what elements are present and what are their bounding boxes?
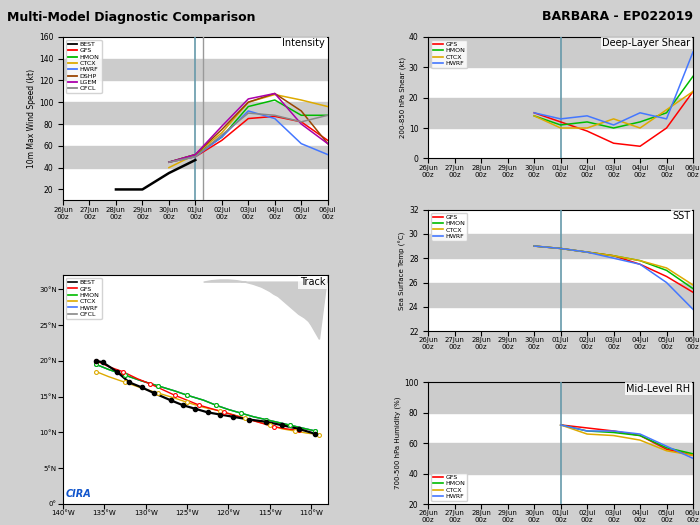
Text: Multi-Model Diagnostic Comparison: Multi-Model Diagnostic Comparison: [7, 10, 256, 24]
Bar: [428, 282, 693, 307]
Legend: GFS, HMON, CTCX, HWRF: GFS, HMON, CTCX, HWRF: [431, 213, 467, 241]
Legend: GFS, HMON, CTCX, HWRF: GFS, HMON, CTCX, HWRF: [431, 40, 467, 68]
Bar: [63, 102, 328, 124]
Legend: BEST, GFS, HMON, CTCX, HWRF, OFCL: BEST, GFS, HMON, CTCX, HWRF, OFCL: [66, 278, 102, 319]
Bar: [428, 234, 693, 258]
Text: Track: Track: [300, 277, 325, 287]
Bar: [63, 59, 328, 80]
Text: Mid-Level RH: Mid-Level RH: [626, 384, 690, 394]
Text: Deep-Layer Shear: Deep-Layer Shear: [602, 38, 690, 48]
Bar: [428, 443, 693, 474]
Legend: GFS, HMON, CTCX, HWRF: GFS, HMON, CTCX, HWRF: [431, 473, 467, 501]
Text: Intensity: Intensity: [282, 38, 325, 48]
Legend: BEST, GFS, HMON, CTCX, HWRF, DSHP, LGEM, OFCL: BEST, GFS, HMON, CTCX, HWRF, DSHP, LGEM,…: [66, 40, 102, 93]
Text: BARBARA - EP022019: BARBARA - EP022019: [542, 10, 693, 24]
Bar: [63, 146, 328, 167]
Y-axis label: 200-850 hPa Shear (kt): 200-850 hPa Shear (kt): [400, 57, 406, 138]
Y-axis label: 700-500 hPa Humidity (%): 700-500 hPa Humidity (%): [395, 397, 401, 489]
Polygon shape: [204, 275, 328, 339]
Bar: [428, 382, 693, 413]
Text: SST: SST: [672, 211, 690, 220]
Y-axis label: 10m Max Wind Speed (kt): 10m Max Wind Speed (kt): [27, 69, 36, 168]
Bar: [428, 98, 693, 128]
Bar: [428, 37, 693, 67]
Text: CIRA: CIRA: [66, 489, 92, 499]
Y-axis label: Sea Surface Temp (°C): Sea Surface Temp (°C): [399, 231, 406, 310]
